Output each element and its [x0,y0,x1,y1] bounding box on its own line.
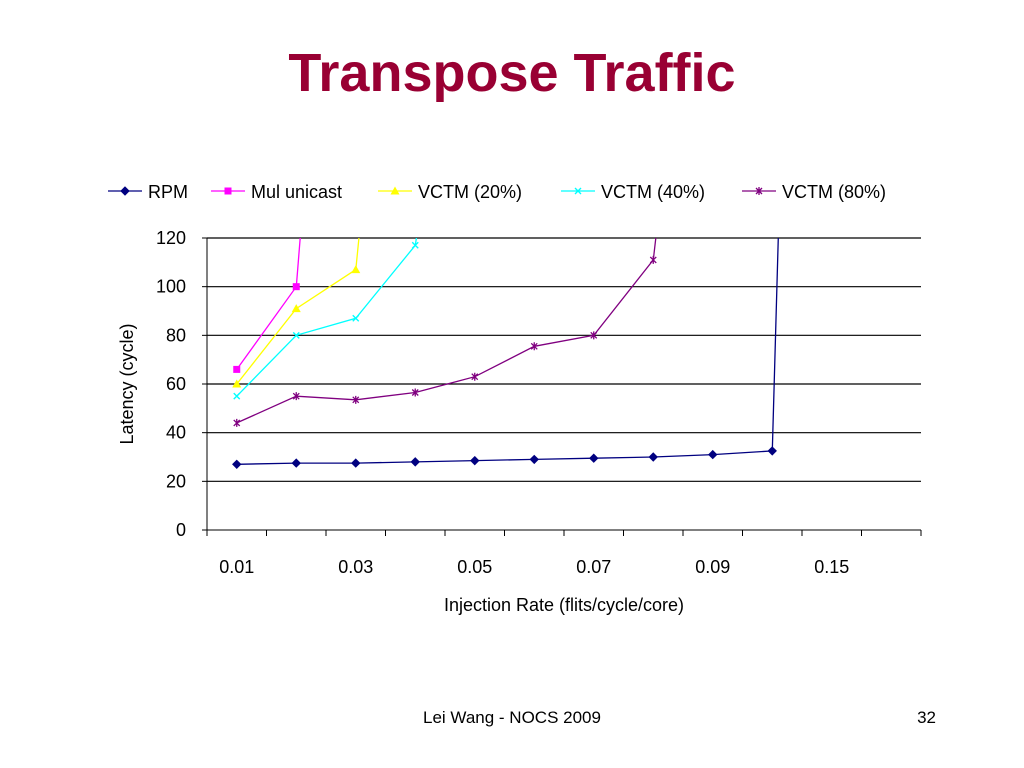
legend-label-rpm: RPM [148,182,188,202]
data-point-vctm-80 [530,342,538,351]
data-point-vctm-20 [351,265,361,274]
data-point-rpm [410,457,420,467]
data-point-mul-unicast [233,365,241,373]
data-point-rpm [470,455,480,466]
y-tick-label: 20 [166,471,186,491]
legend-marker-vctm-80 [755,187,763,195]
y-tick-label: 120 [156,228,186,248]
data-point-mul-unicast [292,283,300,291]
data-point-vctm-20 [291,304,301,313]
data-point-rpm [708,449,718,460]
series-line-vctm-80 [236,238,657,424]
data-point-vctm-40 [292,331,300,339]
y-tick-label: 60 [166,374,186,394]
legend-label-vctm-20: VCTM (20%) [418,182,522,202]
data-point-vctm-40 [233,392,241,400]
data-point-vctm-80 [590,331,598,340]
legend-label-vctm-80: VCTM (80%) [782,182,886,202]
x-tick-label: 0.07 [576,557,611,577]
x-tick-label: 0.09 [695,557,730,577]
data-point-vctm-20 [232,379,242,388]
data-point-rpm [648,452,658,462]
data-point-vctm-40 [352,314,360,322]
series-line-vctm-40 [236,238,418,397]
data-point-vctm-40 [411,241,419,249]
data-point-vctm-80 [649,255,657,264]
data-point-rpm [529,454,539,465]
data-point-rpm [232,459,242,470]
legend-marker-vctm-40 [574,187,582,195]
slide-title: Transpose Traffic [288,43,736,103]
x-tick-label: 0.01 [219,557,254,577]
x-axis-title: Injection Rate (flits/cycle/core) [444,595,684,615]
legend-label-mul-unicast: Mul unicast [251,182,342,202]
legend-marker-mul-unicast [224,187,232,195]
legend-marker-vctm-20 [390,186,400,195]
data-point-vctm-80 [411,388,419,397]
series-line-vctm-20 [236,238,360,385]
y-tick-label: 100 [156,277,186,297]
data-point-vctm-80 [233,418,241,427]
data-point-rpm [767,446,777,456]
footer-text: Lei Wang - NOCS 2009 [423,708,601,727]
x-tick-label: 0.03 [338,557,373,577]
x-tick-label: 0.05 [457,557,492,577]
data-point-vctm-80 [471,372,479,381]
y-tick-label: 80 [166,325,186,345]
x-tick-label: 0.15 [814,557,849,577]
data-point-rpm [351,458,361,468]
legend-marker-rpm [120,186,130,196]
y-tick-label: 0 [176,520,186,540]
page-number: 32 [917,708,936,727]
y-tick-label: 40 [166,423,186,443]
data-point-rpm [291,458,301,468]
data-point-vctm-80 [292,392,300,401]
legend-label-vctm-40: VCTM (40%) [601,182,705,202]
y-axis-title: Latency (cycle) [117,323,137,444]
data-point-vctm-80 [352,395,360,404]
data-point-rpm [589,453,599,463]
